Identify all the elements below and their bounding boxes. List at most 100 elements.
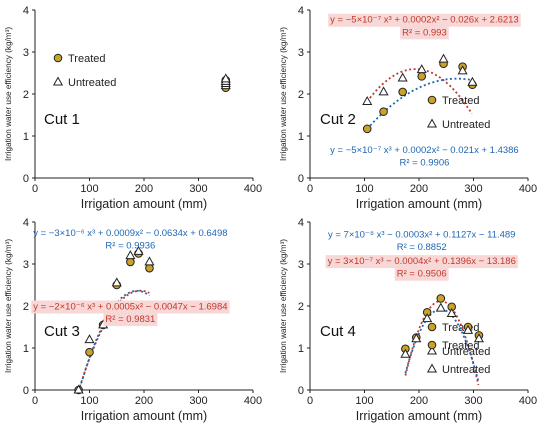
panel-2: 0 100 200 300 400 0 1 2 3 4 Irrigation amount (mm)… <box>279 5 537 211</box>
fit-curve-blue <box>77 290 150 393</box>
y-tick-label: 0 <box>298 385 304 397</box>
treated-point <box>126 257 135 267</box>
y-tick-label: 3 <box>23 47 29 59</box>
y-tick-label: 2 <box>23 301 29 313</box>
panel-label: Cut 3 <box>44 323 80 340</box>
y-tick-label: 1 <box>298 343 304 355</box>
untreated-point <box>422 313 433 323</box>
x-tick-label: 300 <box>189 183 207 195</box>
treated-point <box>145 263 154 273</box>
legend-untreated-marker <box>52 76 64 86</box>
x-axis-title: Irrigation amount (mm) <box>81 197 207 211</box>
legend-label: Untreated <box>68 77 116 89</box>
y-axis-title: Irrigation water use efficiency (kg/m³) <box>4 27 13 161</box>
untreated-point <box>73 384 84 394</box>
untreated-point <box>416 64 427 74</box>
x-tick-label: 300 <box>189 395 207 407</box>
y-tick-label: 0 <box>23 173 29 185</box>
x-tick-label: 300 <box>464 395 482 407</box>
x-tick-label: 0 <box>307 395 313 407</box>
treated-point <box>417 72 427 81</box>
legend-treated-marker <box>427 95 437 105</box>
panel-4: 0 100 200 300 400 0 1 2 3 4 Irrigation amount (mm)… <box>279 217 537 423</box>
treated-point <box>398 87 407 97</box>
x-tick-label: 400 <box>244 395 262 407</box>
y-tick-label: 1 <box>23 343 29 355</box>
legend-label: Treated <box>68 53 106 65</box>
untreated-point <box>144 256 155 266</box>
legend-untreated-marker <box>426 118 438 128</box>
legend-treated-marker <box>427 322 437 332</box>
y-tick-label: 4 <box>23 217 29 229</box>
untreated-point <box>362 96 373 106</box>
fit-equation: y = −2×10⁻⁶ x³ + 0.0005x² − 0.0047x − 1.… <box>33 302 227 313</box>
equation-highlight <box>394 267 449 281</box>
untreated-point <box>457 65 468 75</box>
equation-highlight <box>31 300 230 314</box>
legend-treated-marker <box>53 53 63 63</box>
y-tick-label: 3 <box>298 47 304 59</box>
untreated-point <box>378 86 389 96</box>
legend-label: Untreated <box>442 119 490 131</box>
y-tick-label: 3 <box>298 259 304 271</box>
untreated-point <box>111 277 122 287</box>
legend-label: Treated <box>442 340 480 352</box>
fit-equation: R² = 0.9936 <box>105 241 155 252</box>
untreated-point <box>220 73 231 83</box>
untreated-point <box>446 308 457 318</box>
x-tick-label: 100 <box>80 395 98 407</box>
treated-point <box>85 347 94 357</box>
x-tick-label: 200 <box>410 183 428 195</box>
y-axis-title: Irrigation water use efficiency (kg/m³) <box>4 239 13 373</box>
untreated-point <box>84 334 95 344</box>
panel-label: Cut 2 <box>320 111 356 128</box>
fit-equation: R² = 0.9906 <box>399 158 449 169</box>
x-axis-title: Irrigation amount (mm) <box>356 409 482 423</box>
legend-untreated-marker <box>426 345 438 355</box>
fit-equation: R² = 0.993 <box>402 27 447 38</box>
untreated-point <box>125 250 136 260</box>
legend-label: Untreated <box>442 346 490 358</box>
equation-highlight <box>328 13 521 27</box>
y-tick-label: 2 <box>23 89 29 101</box>
x-tick-label: 200 <box>135 395 153 407</box>
legend-label: Treated <box>442 95 480 107</box>
y-tick-label: 2 <box>298 89 304 101</box>
untreated-point <box>133 245 144 255</box>
y-tick-label: 4 <box>298 5 304 17</box>
fit-equation: y = −5×10⁻⁷ x³ + 0.0002x² − 0.026x + 2.6… <box>330 15 519 26</box>
y-tick-label: 0 <box>298 173 304 185</box>
x-tick-label: 400 <box>244 183 262 195</box>
x-tick-label: 200 <box>410 395 428 407</box>
equation-highlight <box>103 313 158 327</box>
x-axis-title: Irrigation amount (mm) <box>356 197 482 211</box>
panel-1: 0 100 200 300 400 0 1 2 3 4 Irrigation amount (mm)… <box>4 5 262 211</box>
untreated-point <box>397 72 408 82</box>
untreated-point <box>400 348 411 358</box>
untreated-point <box>411 333 422 343</box>
untreated-point <box>438 53 449 63</box>
fit-equation: R² = 0.9831 <box>105 314 155 325</box>
y-axis-title: Irrigation water use efficiency (kg/m³) <box>279 239 288 373</box>
equation-highlight <box>400 26 449 40</box>
fit-equation: y = 3×10⁻⁷ x³ − 0.0004x² + 0.1396x − 13.… <box>328 256 516 267</box>
legend-untreated-marker <box>426 363 438 373</box>
untreated-point <box>462 324 474 334</box>
legend-label: Untreated <box>442 364 490 376</box>
y-axis-title: Irrigation water use efficiency (kg/m³) <box>279 27 288 161</box>
legend-treated-marker <box>427 340 437 350</box>
panel-label: Cut 1 <box>44 111 80 128</box>
x-tick-label: 100 <box>355 395 373 407</box>
x-tick-label: 300 <box>464 183 482 195</box>
treated-point <box>362 124 372 134</box>
y-tick-label: 0 <box>23 385 29 397</box>
untreated-point <box>467 76 478 86</box>
fit-equation: y = −3×10⁻⁶ x³ + 0.0009x² − 0.0634x + 0.… <box>33 228 227 239</box>
x-tick-label: 100 <box>80 183 98 195</box>
treated-point <box>379 107 388 116</box>
y-tick-label: 2 <box>298 301 304 313</box>
untreated-point <box>435 302 446 312</box>
untreated-point <box>473 333 485 343</box>
fit-equation: y = 7×10⁻⁸ x³ − 0.0003x² + 0.1127x − 11.… <box>328 229 515 240</box>
